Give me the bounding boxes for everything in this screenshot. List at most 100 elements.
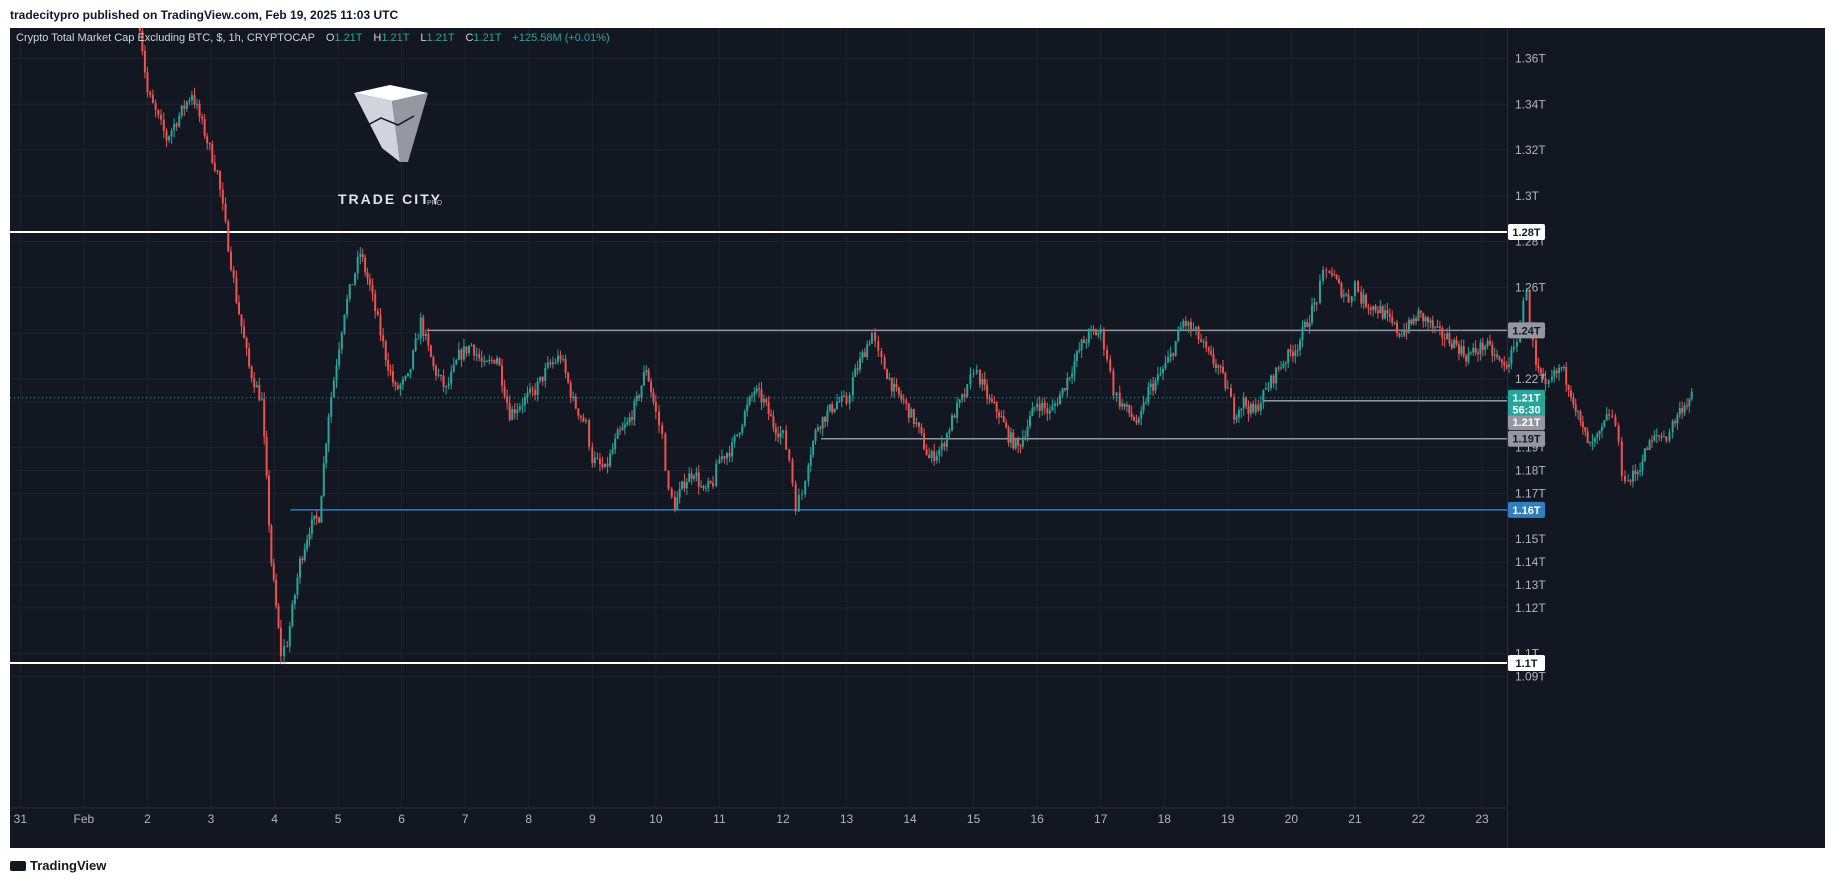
candlesticks bbox=[138, 28, 1693, 665]
candle-body bbox=[1688, 399, 1691, 407]
candle-body bbox=[1347, 294, 1350, 303]
candle-body bbox=[1676, 414, 1679, 424]
candle-body bbox=[697, 472, 700, 487]
candle-body bbox=[1106, 349, 1109, 360]
candle-body bbox=[1000, 416, 1003, 418]
candle-body bbox=[1085, 342, 1088, 344]
candle-body bbox=[1643, 448, 1646, 462]
candle-body bbox=[340, 332, 343, 350]
candle-body bbox=[683, 481, 686, 489]
candle-body bbox=[731, 442, 734, 457]
candle-body bbox=[1128, 404, 1131, 414]
candle-body bbox=[343, 314, 346, 333]
candle-body bbox=[1038, 403, 1041, 411]
candle-body bbox=[760, 389, 763, 403]
candle-body bbox=[1627, 480, 1630, 482]
candle-body bbox=[1133, 416, 1136, 421]
tradingview-logo[interactable]: TradingView bbox=[10, 858, 106, 873]
candle-body bbox=[382, 335, 385, 342]
candle-body bbox=[1617, 425, 1620, 442]
candle-body bbox=[895, 383, 898, 388]
candle-body bbox=[291, 604, 294, 627]
chart-area[interactable]: TRADE CITY PRO Crypto Total Market Cap E… bbox=[10, 28, 1825, 848]
candle-body bbox=[442, 375, 445, 388]
candle-body bbox=[678, 488, 681, 498]
legend-open-value: 1.21T bbox=[334, 32, 362, 44]
candle-body bbox=[863, 352, 866, 358]
price-tick-label: 1.17T bbox=[1515, 486, 1546, 500]
candle-body bbox=[1605, 414, 1608, 421]
candle-body bbox=[1172, 353, 1175, 356]
candle-body bbox=[601, 464, 604, 468]
time-tick-label: 3 bbox=[208, 812, 215, 826]
candle-body bbox=[950, 415, 953, 431]
candle-body bbox=[1593, 437, 1596, 442]
candle-body bbox=[1658, 435, 1661, 437]
candle-body bbox=[1596, 434, 1599, 438]
candle-body bbox=[920, 426, 923, 434]
candle-body bbox=[250, 366, 253, 379]
candle-body bbox=[414, 338, 417, 351]
price-tick-label: 1.13T bbox=[1515, 578, 1546, 592]
candle-body bbox=[157, 109, 160, 115]
candle-body bbox=[1002, 416, 1005, 423]
candle-body bbox=[1270, 375, 1273, 389]
candle-body bbox=[1306, 322, 1309, 328]
candle-body bbox=[531, 388, 534, 390]
candle-body bbox=[1109, 359, 1112, 371]
candle-body bbox=[935, 455, 938, 461]
candle-body bbox=[938, 449, 941, 456]
candle-body bbox=[812, 441, 815, 455]
candle-body bbox=[1140, 410, 1143, 419]
time-axis[interactable]: 31 Feb 2 3 4 5 6 7 8 9 10 11 12 13 14 15 16 17 18 19 20 21 22 2… bbox=[14, 812, 1489, 826]
candle-body bbox=[1653, 435, 1656, 441]
candle-body bbox=[1376, 310, 1379, 314]
candle-body bbox=[861, 352, 864, 359]
candle-body bbox=[1503, 362, 1506, 366]
candle-body bbox=[1330, 272, 1333, 276]
candle-body bbox=[470, 344, 473, 347]
candle-body bbox=[298, 558, 301, 578]
candle-body bbox=[1289, 349, 1292, 353]
level-badge: 1.16T bbox=[1512, 505, 1540, 517]
candle-body bbox=[1182, 320, 1185, 328]
candle-body bbox=[1384, 310, 1387, 319]
published-info: tradecitypro published on TradingView.co… bbox=[10, 8, 399, 22]
candle-body bbox=[777, 433, 780, 438]
candle-body bbox=[619, 429, 622, 431]
candle-body bbox=[900, 394, 903, 400]
candle-body bbox=[809, 454, 812, 466]
price-tick-label: 1.22T bbox=[1515, 372, 1546, 386]
price-chart[interactable]: TRADE CITY PRO Crypto Total Market Cap E… bbox=[10, 28, 1825, 848]
publication-header: tradecitypro published on TradingView.co… bbox=[0, 0, 1835, 28]
candle-body bbox=[170, 130, 173, 137]
candle-body bbox=[692, 476, 695, 479]
candle-body bbox=[1195, 326, 1198, 329]
candle-body bbox=[1245, 397, 1248, 407]
candle-body bbox=[396, 385, 399, 390]
candle-body bbox=[270, 525, 273, 564]
candle-body bbox=[1275, 367, 1278, 384]
candle-body bbox=[1620, 441, 1623, 476]
candle-body bbox=[143, 51, 146, 73]
candle-body bbox=[1350, 296, 1353, 303]
trade-city-watermark: TRADE CITY PRO bbox=[338, 85, 443, 207]
time-tick-label: 11 bbox=[713, 812, 726, 826]
candle-body bbox=[1665, 436, 1668, 441]
candle-body bbox=[1142, 402, 1145, 411]
candle-body bbox=[1137, 418, 1140, 423]
candle-body bbox=[819, 427, 822, 429]
candle-body bbox=[715, 463, 718, 487]
candle-body bbox=[1229, 387, 1232, 397]
candle-body bbox=[1542, 373, 1545, 379]
candle-body bbox=[1177, 330, 1180, 342]
price-tick-label: 1.36T bbox=[1515, 52, 1546, 66]
candle-body bbox=[554, 362, 557, 364]
candle-body bbox=[1315, 302, 1318, 304]
candle-body bbox=[330, 397, 333, 417]
candle-body bbox=[1372, 306, 1375, 310]
candle-body bbox=[1535, 340, 1538, 365]
candle-body bbox=[963, 394, 966, 397]
candle-body bbox=[1407, 319, 1410, 333]
candle-body bbox=[1345, 294, 1348, 296]
